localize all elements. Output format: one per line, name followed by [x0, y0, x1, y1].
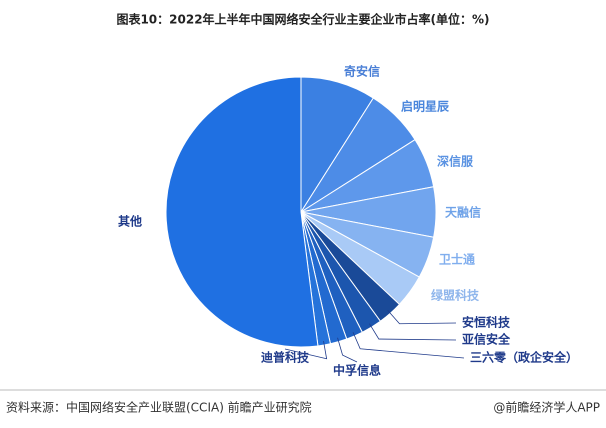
leader-line: [352, 332, 465, 359]
slice-label: 天融信: [445, 205, 481, 220]
slice-label: 绿盟科技: [431, 288, 480, 303]
leader-line: [337, 337, 358, 363]
slice-label: 中孚信息: [333, 363, 381, 378]
slice-label: 深信服: [437, 154, 474, 169]
source: 资料来源：中国网络安全产业联盟(CCIA) 前瞻产业研究院: [6, 400, 312, 415]
slice-label: 卫士通: [439, 252, 475, 267]
pie-slice: [165, 76, 319, 348]
credit: @前瞻经济学人APP: [493, 400, 600, 415]
slice-label: 其他: [118, 214, 142, 229]
slice-label: 安恒科技: [462, 315, 511, 330]
slice-label: 迪普科技: [261, 350, 310, 365]
leader-line: [369, 323, 457, 341]
leader-line: [284, 340, 328, 360]
slice-label: 启明星辰: [401, 99, 449, 114]
chart-title: 图表10：2022年上半年中国网络安全行业主要企业市占率(单位：%): [116, 12, 489, 27]
slice-label: 亚信安全: [462, 332, 511, 347]
slice-label: 三六零（政企安全）: [470, 350, 578, 365]
leader-line: [387, 310, 457, 325]
slice-label: 奇安信: [344, 64, 380, 79]
